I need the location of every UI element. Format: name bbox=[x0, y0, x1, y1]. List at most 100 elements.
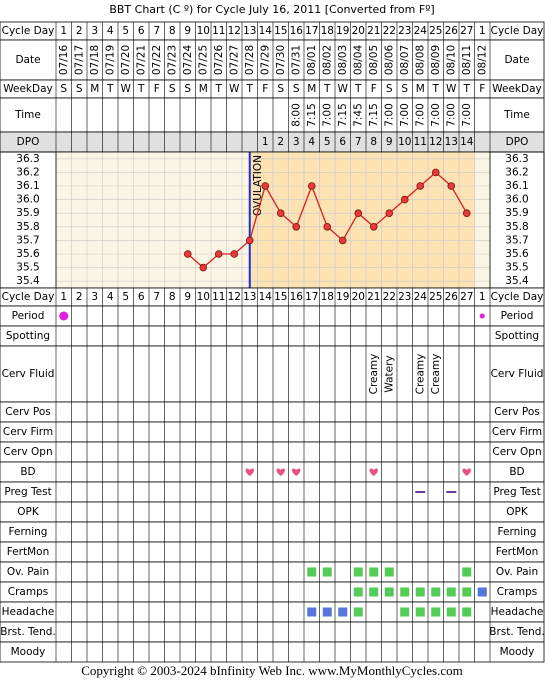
symptom-square bbox=[415, 587, 425, 597]
cycle_day-cell: 3 bbox=[91, 25, 98, 37]
cycle_day-cell: 15 bbox=[274, 291, 287, 303]
cycle_day-cell: 8 bbox=[169, 291, 176, 303]
time-cell: 7:00 bbox=[383, 103, 395, 127]
temperature-point bbox=[400, 195, 409, 204]
symptom-square bbox=[400, 587, 410, 597]
cycle_day-cell: 13 bbox=[243, 25, 256, 37]
symptom-square bbox=[477, 587, 487, 597]
dpo-cell: 9 bbox=[386, 136, 393, 148]
date-cell: 07/17 bbox=[73, 45, 85, 75]
weekday-cell: S bbox=[386, 83, 393, 95]
cycle_day-cell: 10 bbox=[197, 25, 210, 37]
row-label-right: OPK bbox=[506, 506, 529, 518]
symptom-square bbox=[338, 607, 348, 617]
weekday-cell: F bbox=[154, 83, 160, 95]
cycle_day-cell: 20 bbox=[352, 25, 365, 37]
cycle_day-cell: 1 bbox=[60, 25, 67, 37]
row-background bbox=[0, 641, 545, 663]
row-background bbox=[0, 481, 545, 503]
cycle_day-cell: 4 bbox=[107, 291, 114, 303]
row-label-right: Ferning bbox=[498, 526, 537, 538]
row-label: Preg Test bbox=[4, 486, 51, 498]
cycle_day-cell: 17 bbox=[305, 25, 318, 37]
date-cell: 08/10 bbox=[445, 45, 457, 75]
dpo-cell: 11 bbox=[414, 136, 427, 148]
row-label: Period bbox=[12, 310, 45, 322]
temperature-point bbox=[276, 209, 285, 218]
cycle_day-cell: 3 bbox=[91, 291, 98, 303]
temperature-point bbox=[354, 209, 363, 218]
time-cell: 8:00 bbox=[290, 103, 302, 127]
weekday-cell: M bbox=[307, 83, 316, 95]
symptom-square bbox=[384, 587, 394, 597]
y-tick-label: 36.3 bbox=[16, 153, 39, 165]
weekday-cell: T bbox=[354, 83, 362, 95]
time-cell: 7:15 bbox=[306, 103, 318, 127]
row-label: BD bbox=[20, 466, 35, 478]
cycle_day-cell: 22 bbox=[383, 25, 396, 37]
cycle_day-cell: 1 bbox=[479, 25, 486, 37]
cycle_day-cell: 26 bbox=[445, 25, 459, 37]
date-cell: 07/23 bbox=[166, 45, 178, 75]
row-label: Cerv Pos bbox=[5, 406, 51, 418]
pre-ovulation-area bbox=[56, 152, 250, 288]
cerv-fluid-text: Creamy bbox=[430, 354, 442, 395]
row-label-right: Time bbox=[503, 109, 530, 121]
date-cell: 07/19 bbox=[104, 45, 116, 75]
row-label-right: DPO bbox=[506, 136, 529, 148]
y-tick-label: 36.2 bbox=[16, 166, 39, 178]
row-label: Moody bbox=[11, 646, 46, 658]
row-label-right: Brst. Tend. bbox=[489, 626, 545, 638]
weekday-cell: S bbox=[184, 83, 191, 95]
cycle_day-cell: 7 bbox=[153, 25, 160, 37]
dpo-cell: 7 bbox=[355, 136, 362, 148]
row-label: WeekDay bbox=[3, 83, 53, 95]
bd-heart bbox=[276, 468, 285, 476]
cycle_day-cell: 23 bbox=[398, 25, 411, 37]
cycle_day-cell: 1 bbox=[60, 291, 67, 303]
y-tick-label-right: 36.2 bbox=[505, 166, 528, 178]
symptom-square bbox=[446, 587, 456, 597]
date-cell: 08/06 bbox=[383, 45, 395, 76]
symptom-square bbox=[322, 607, 332, 617]
weekday-cell: F bbox=[371, 83, 377, 95]
y-tick-label-right: 36.3 bbox=[505, 153, 528, 165]
y-tick-label: 35.9 bbox=[16, 207, 39, 219]
symptom-square bbox=[369, 587, 379, 597]
row-background bbox=[0, 521, 545, 543]
cycle_day-cell: 19 bbox=[336, 291, 349, 303]
time-cell: 7:00 bbox=[461, 103, 473, 127]
row-label-right: Date bbox=[504, 54, 529, 66]
cerv-fluid-text: Creamy bbox=[414, 354, 426, 395]
cycle_day-cell: 16 bbox=[290, 25, 304, 37]
symptom-square bbox=[353, 587, 363, 597]
row-label-right: Cerv Pos bbox=[494, 406, 540, 418]
dpo-cell: 8 bbox=[370, 136, 377, 148]
weekday-cell: T bbox=[215, 83, 223, 95]
dpo-cell: 5 bbox=[324, 136, 331, 148]
row-label-right: Preg Test bbox=[493, 486, 540, 498]
temperature-point bbox=[462, 209, 471, 218]
cycle_day-cell: 2 bbox=[76, 25, 83, 37]
row-background bbox=[0, 441, 545, 463]
symptom-square bbox=[462, 587, 472, 597]
date-cell: 07/25 bbox=[197, 45, 209, 75]
row-label-right: Moody bbox=[500, 646, 535, 658]
temperature-point bbox=[292, 223, 301, 231]
y-tick-label: 35.7 bbox=[16, 234, 39, 246]
cycle_day-cell: 14 bbox=[259, 25, 273, 37]
row-background bbox=[0, 541, 545, 563]
temperature-point bbox=[183, 250, 192, 258]
row-label-right: FertMon bbox=[496, 546, 539, 558]
row-label-right: Cerv Opn bbox=[492, 446, 541, 458]
cycle_day-cell: 1 bbox=[479, 291, 486, 303]
temperature-point bbox=[385, 209, 394, 218]
row-background bbox=[0, 305, 545, 327]
symptom-square bbox=[322, 567, 332, 577]
period-dot bbox=[59, 311, 69, 321]
y-tick-label-right: 35.8 bbox=[505, 221, 528, 233]
symptom-square bbox=[353, 607, 363, 617]
weekday-cell: W bbox=[446, 83, 457, 95]
date-cell: 08/04 bbox=[352, 45, 364, 76]
y-tick-label: 35.5 bbox=[16, 262, 39, 274]
